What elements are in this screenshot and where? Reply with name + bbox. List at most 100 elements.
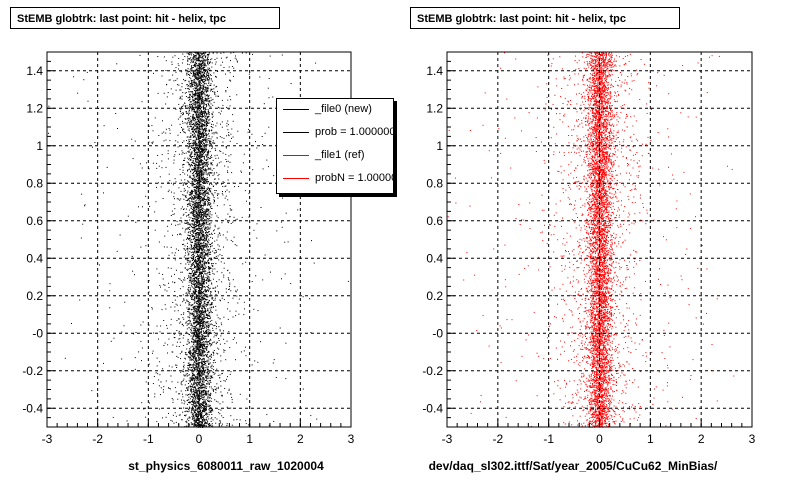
data-point — [193, 335, 195, 337]
data-point — [200, 201, 202, 202]
data-point — [189, 146, 191, 148]
data-point — [197, 259, 199, 261]
data-point — [191, 245, 192, 247]
data-point — [161, 132, 163, 134]
data-point — [202, 364, 204, 366]
data-point — [207, 138, 209, 140]
data-point — [215, 212, 216, 214]
data-point — [206, 338, 208, 340]
data-point — [189, 359, 191, 361]
data-point — [182, 337, 184, 339]
data-point — [189, 77, 191, 79]
data-point — [212, 410, 214, 412]
data-point — [175, 391, 177, 393]
data-point — [229, 284, 231, 286]
data-point — [177, 356, 179, 358]
data-point — [202, 243, 204, 244]
data-point — [195, 82, 197, 84]
data-point — [204, 91, 206, 93]
data-point — [195, 382, 197, 384]
data-point — [188, 81, 190, 83]
data-point — [187, 251, 189, 253]
data-point — [188, 204, 190, 206]
data-point — [208, 329, 210, 331]
data-point — [172, 234, 173, 236]
data-point — [179, 223, 181, 225]
data-point — [152, 352, 153, 354]
data-point — [203, 384, 205, 386]
data-point — [209, 100, 211, 101]
data-point — [176, 355, 178, 357]
data-point — [205, 162, 207, 164]
data-point — [197, 126, 198, 128]
data-point — [227, 120, 229, 122]
data-point — [219, 318, 221, 320]
data-point — [213, 325, 215, 327]
data-point — [227, 129, 229, 131]
data-point — [193, 208, 194, 210]
data-point — [201, 372, 203, 374]
data-point — [166, 327, 168, 329]
data-point — [227, 277, 229, 279]
data-point — [152, 141, 154, 143]
data-point — [204, 172, 206, 174]
data-point — [185, 212, 187, 213]
data-point — [202, 103, 204, 105]
data-point — [235, 58, 237, 60]
data-point — [202, 345, 204, 347]
data-point — [194, 208, 195, 210]
data-point — [188, 310, 190, 312]
data-point — [191, 345, 193, 347]
data-point — [178, 338, 180, 340]
data-point — [216, 271, 218, 273]
data-point — [202, 379, 204, 381]
data-point — [196, 146, 198, 148]
data-point — [206, 262, 207, 263]
data-point — [194, 69, 196, 71]
data-point — [205, 232, 206, 234]
data-point — [195, 338, 197, 340]
data-point — [192, 127, 194, 129]
data-point — [207, 392, 209, 394]
data-point — [202, 340, 204, 342]
data-point — [175, 71, 177, 73]
data-point — [188, 128, 190, 130]
data-point — [187, 228, 189, 230]
data-point — [208, 63, 210, 64]
data-point — [174, 254, 176, 256]
data-point — [214, 372, 216, 374]
data-point — [175, 364, 177, 366]
data-point — [190, 252, 192, 254]
data-point — [221, 394, 223, 396]
data-point — [165, 132, 167, 134]
data-point — [191, 298, 193, 300]
data-point — [141, 167, 143, 169]
data-point — [201, 403, 203, 405]
data-point — [202, 418, 204, 420]
data-point — [202, 339, 203, 340]
data-point — [208, 187, 210, 189]
data-point — [194, 293, 196, 295]
data-point — [195, 357, 197, 359]
data-point — [194, 134, 196, 136]
data-point — [207, 351, 209, 353]
data-point — [200, 186, 202, 188]
data-point — [208, 262, 210, 264]
data-point — [171, 398, 173, 399]
data-point — [183, 140, 185, 142]
data-point — [182, 393, 183, 395]
data-point — [188, 312, 190, 314]
data-point — [116, 63, 118, 65]
data-point — [201, 360, 203, 362]
data-point — [220, 57, 222, 59]
data-point — [201, 188, 203, 190]
data-point — [194, 105, 196, 107]
data-point — [214, 359, 216, 361]
data-point — [201, 274, 202, 276]
data-point — [206, 236, 208, 238]
data-point — [206, 177, 208, 179]
data-point — [180, 89, 182, 91]
data-point — [194, 306, 196, 308]
data-point — [206, 105, 208, 107]
data-point — [160, 286, 161, 288]
